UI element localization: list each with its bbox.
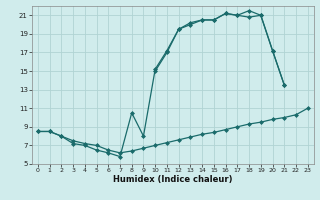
- X-axis label: Humidex (Indice chaleur): Humidex (Indice chaleur): [113, 175, 233, 184]
